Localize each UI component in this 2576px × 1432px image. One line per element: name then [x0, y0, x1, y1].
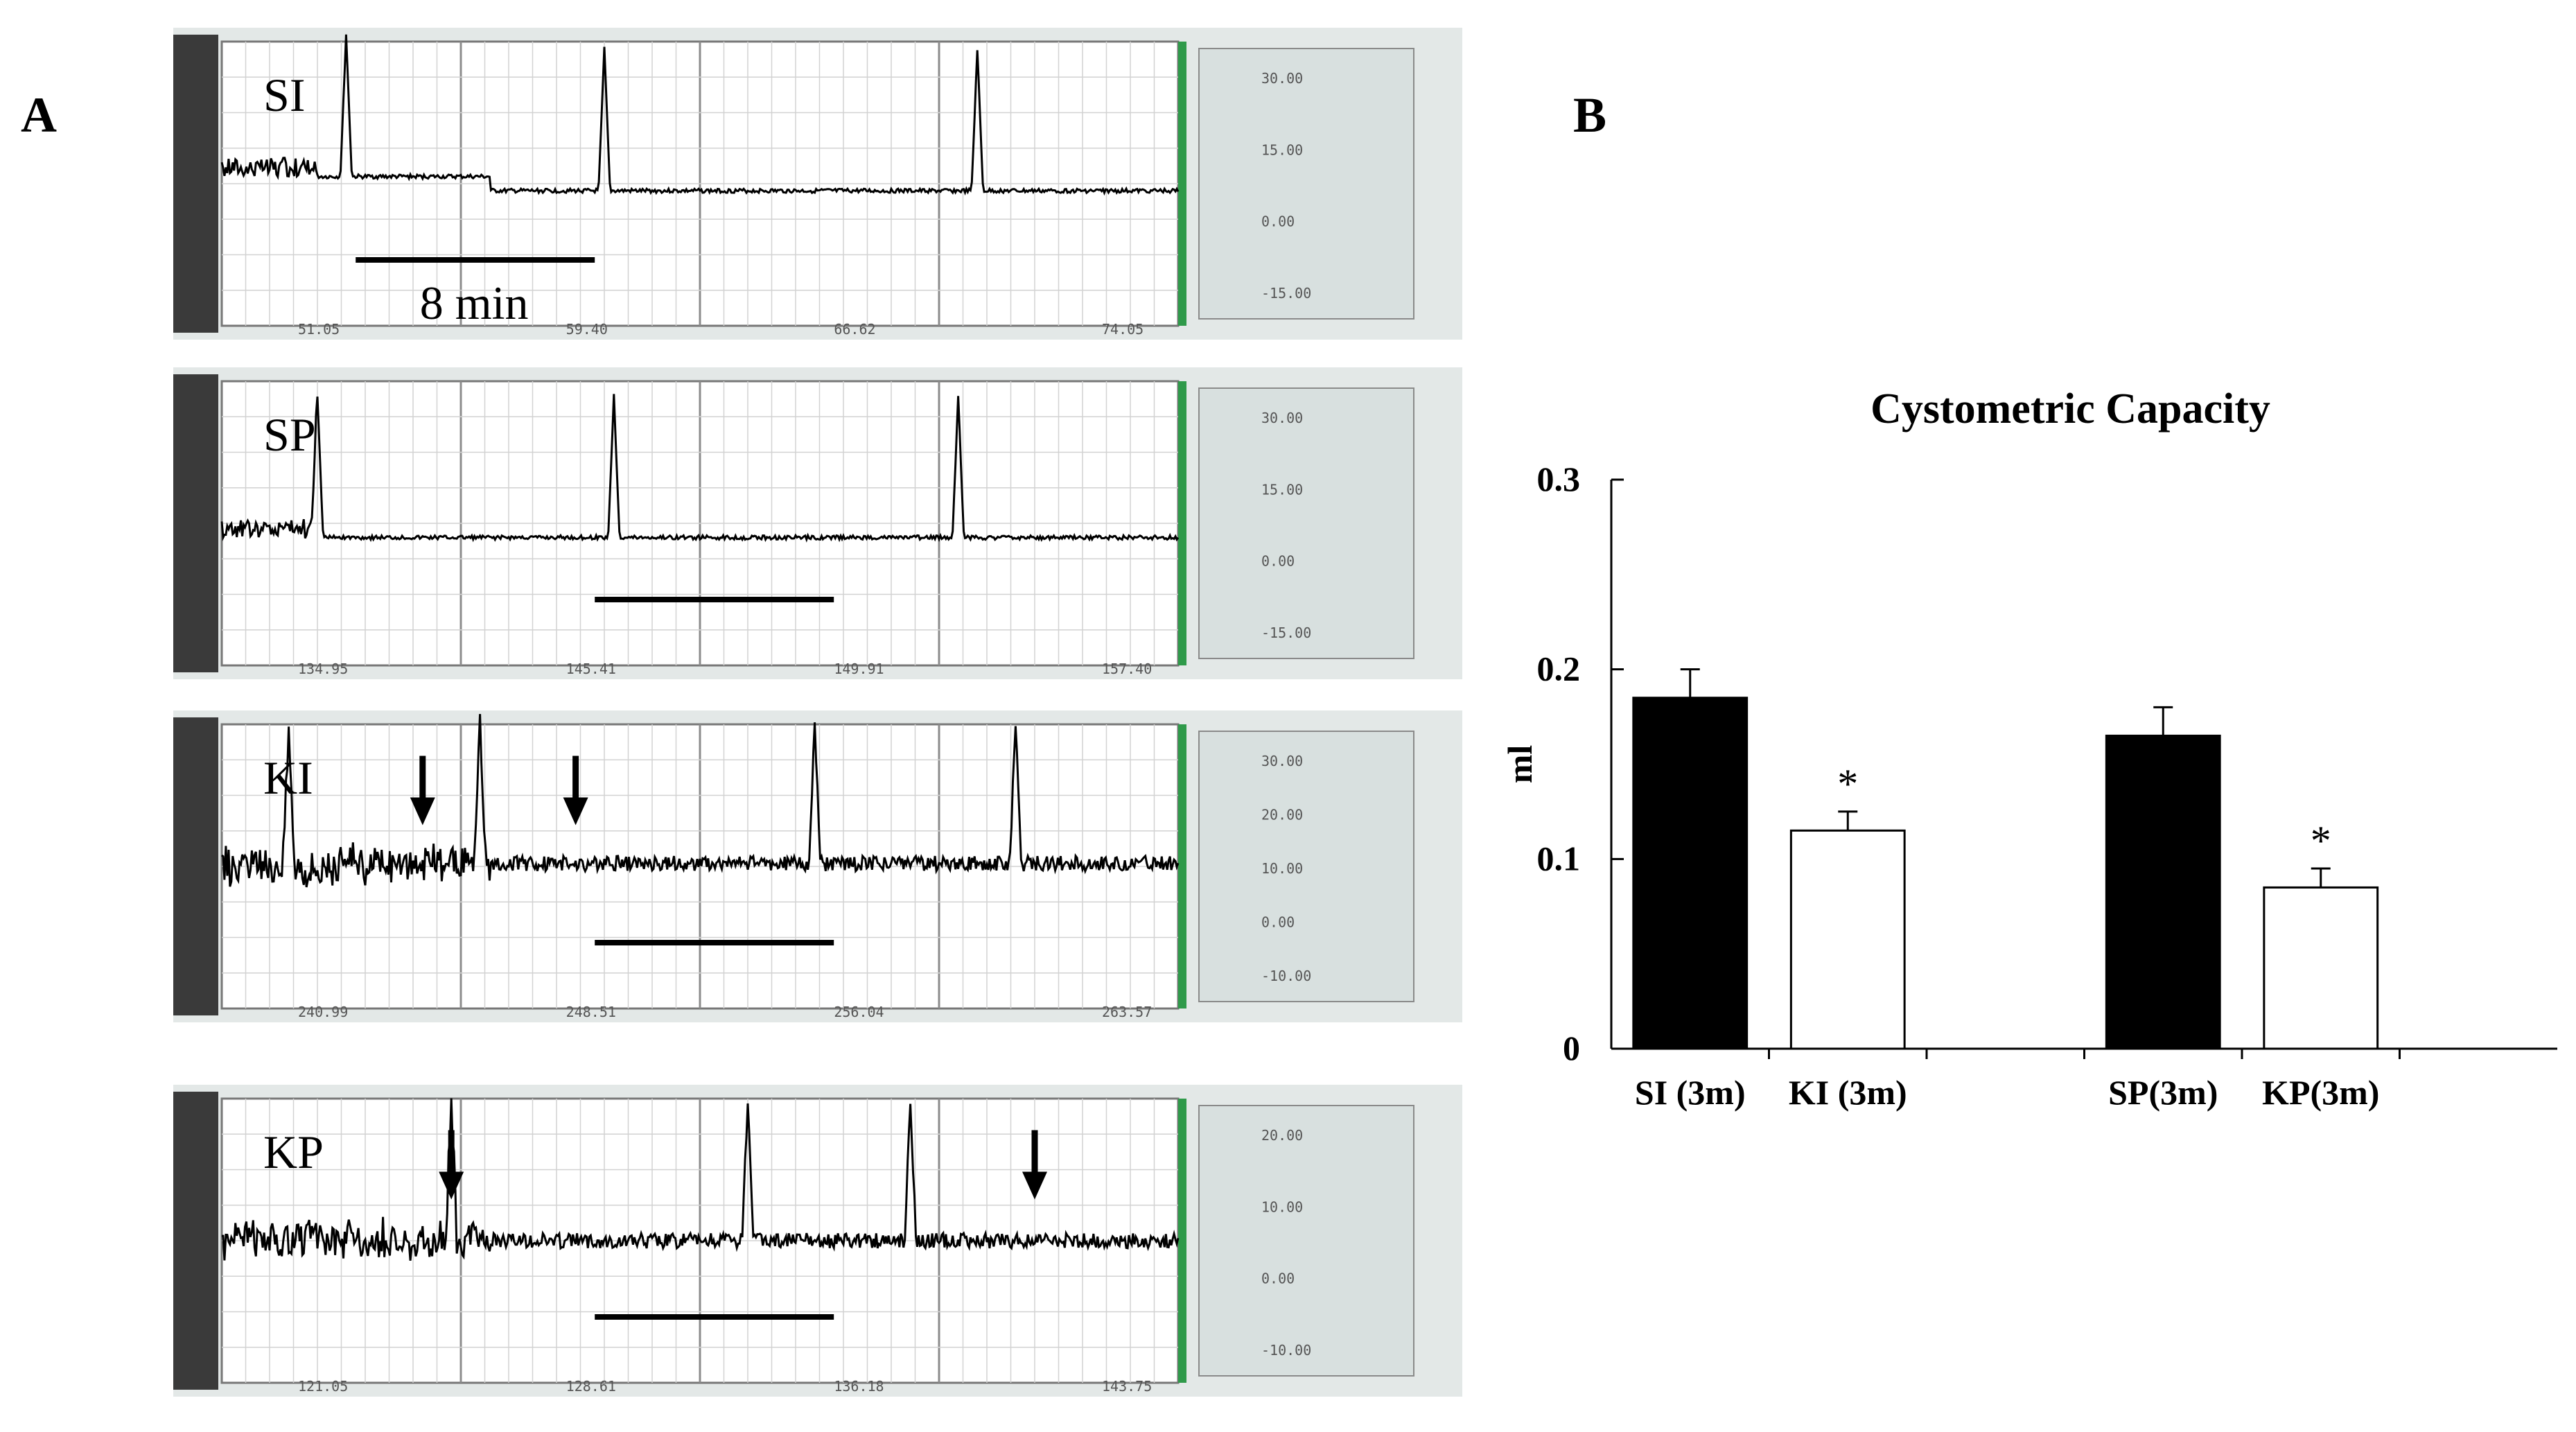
- y-tick-label: -10.00: [1261, 968, 1311, 984]
- y-tick-label: -10.00: [1261, 1342, 1311, 1359]
- green-divider: [1178, 1099, 1186, 1383]
- cystometric-capacity-chart: Cystometric Capacity 0 0.1 0.2 0.3 ml SI (3m) *…: [1500, 385, 2557, 1112]
- recording-label: KI: [263, 751, 313, 804]
- y-tick-label: -15.00: [1261, 625, 1311, 641]
- time-tick-label: 143.75: [1102, 1378, 1152, 1395]
- y-tick-label: 20.00: [1261, 1127, 1303, 1144]
- scale-panel: [1198, 387, 1414, 659]
- y-tick-label: 0.2: [1537, 649, 1581, 688]
- green-divider: [1178, 381, 1186, 665]
- y-tick-label: 30.00: [1261, 410, 1303, 426]
- channel-bar: [173, 717, 218, 1015]
- pressure-trace: [221, 714, 1180, 888]
- y-tick-label: 0.00: [1261, 1271, 1295, 1287]
- scale-panel: [1198, 1105, 1414, 1377]
- time-tick-label: 149.91: [834, 661, 884, 677]
- time-tick-label: 157.40: [1102, 661, 1152, 677]
- bar-4: [2263, 886, 2379, 1050]
- down-arrow-icon: [410, 797, 435, 826]
- time-tick-label: 263.57: [1102, 1004, 1152, 1020]
- pressure-trace: [221, 1098, 1180, 1261]
- time-tick-label: 248.51: [566, 1004, 616, 1020]
- bar-2: [1789, 829, 1906, 1050]
- y-tick-label: 0.00: [1261, 213, 1295, 230]
- recording-panel-KI: 30.00 20.00 10.00 0.00 -10.00 240.99 248.51 256…: [173, 710, 1462, 1022]
- y-tick-label: 15.00: [1261, 481, 1303, 498]
- time-tick-label: 59.40: [566, 321, 608, 338]
- y-tick-label: 10.00: [1261, 1198, 1303, 1215]
- y-tick-label: 30.00: [1261, 753, 1303, 769]
- y-tick-label: 15.00: [1261, 141, 1303, 158]
- category-label: KI (3m): [1789, 1073, 1907, 1112]
- time-tick-label: 66.62: [834, 321, 875, 338]
- recording-panel-SI: 30.00 15.00 0.00 -15.00 51.05 59.40 66.62 74.05…: [173, 28, 1462, 340]
- channel-bar: [173, 374, 218, 672]
- cystometry-recordings: 30.00 15.00 0.00 -15.00 51.05 59.40 66.62 74.05…: [173, 28, 1462, 1397]
- time-tick-label: 145.41: [566, 661, 616, 677]
- y-axis-label: ml: [1500, 745, 1539, 784]
- category-label: SP(3m): [2108, 1073, 2218, 1112]
- chart-title: Cystometric Capacity: [1870, 385, 2270, 433]
- channel-bar: [173, 1092, 218, 1390]
- category-label: KP(3m): [2262, 1073, 2379, 1112]
- bar-1: [1632, 697, 1749, 1050]
- time-tick-label: 51.05: [298, 321, 340, 338]
- channel-bar: [173, 35, 218, 333]
- recording-label: KP: [263, 1126, 324, 1178]
- time-scale-label: 8 min: [420, 277, 529, 329]
- recording-label: SI: [263, 69, 305, 121]
- scale-panel: [1198, 731, 1414, 1002]
- scale-panel: [1198, 48, 1414, 320]
- pressure-trace: [220, 34, 1180, 196]
- recording-panel-SP: 30.00 15.00 0.00 -15.00 134.95 145.41 149.91 15…: [173, 367, 1462, 679]
- y-tick-label: 0.3: [1537, 460, 1581, 498]
- y-tick-label: 10.00: [1261, 860, 1303, 877]
- panel-a-label: A: [21, 87, 57, 143]
- time-tick-label: 134.95: [298, 661, 348, 677]
- panel-b-label: B: [1573, 87, 1606, 143]
- down-arrow-icon: [439, 1171, 464, 1200]
- time-tick-label: 240.99: [298, 1004, 348, 1020]
- y-tick-label: -15.00: [1261, 285, 1311, 302]
- time-tick-label: 121.05: [298, 1378, 348, 1395]
- time-tick-label: 74.05: [1102, 321, 1144, 338]
- recording-label: SP: [263, 408, 316, 461]
- pressure-trace: [220, 394, 1180, 543]
- green-divider: [1178, 42, 1186, 326]
- y-tick-label: 30.00: [1261, 70, 1303, 87]
- bar-3: [2105, 734, 2221, 1050]
- y-tick-label: 0.00: [1261, 914, 1295, 931]
- category-label: SI (3m): [1635, 1073, 1746, 1112]
- y-tick-label: 0: [1563, 1029, 1580, 1067]
- y-tick-label: 0.1: [1537, 839, 1581, 877]
- significance-mark: *: [1837, 761, 1858, 807]
- down-arrow-icon: [563, 797, 588, 826]
- significance-mark: *: [2311, 818, 2331, 864]
- time-tick-label: 128.61: [566, 1378, 616, 1395]
- down-arrow-icon: [1022, 1171, 1047, 1200]
- time-tick-label: 256.04: [834, 1004, 884, 1020]
- y-tick-label: 0.00: [1261, 553, 1295, 570]
- y-tick-label: 20.00: [1261, 807, 1303, 823]
- green-divider: [1178, 724, 1186, 1008]
- recording-panel-KP: 20.00 10.00 0.00 -10.00 121.05 128.61 136.18 14…: [173, 1085, 1462, 1397]
- time-tick-label: 136.18: [834, 1378, 884, 1395]
